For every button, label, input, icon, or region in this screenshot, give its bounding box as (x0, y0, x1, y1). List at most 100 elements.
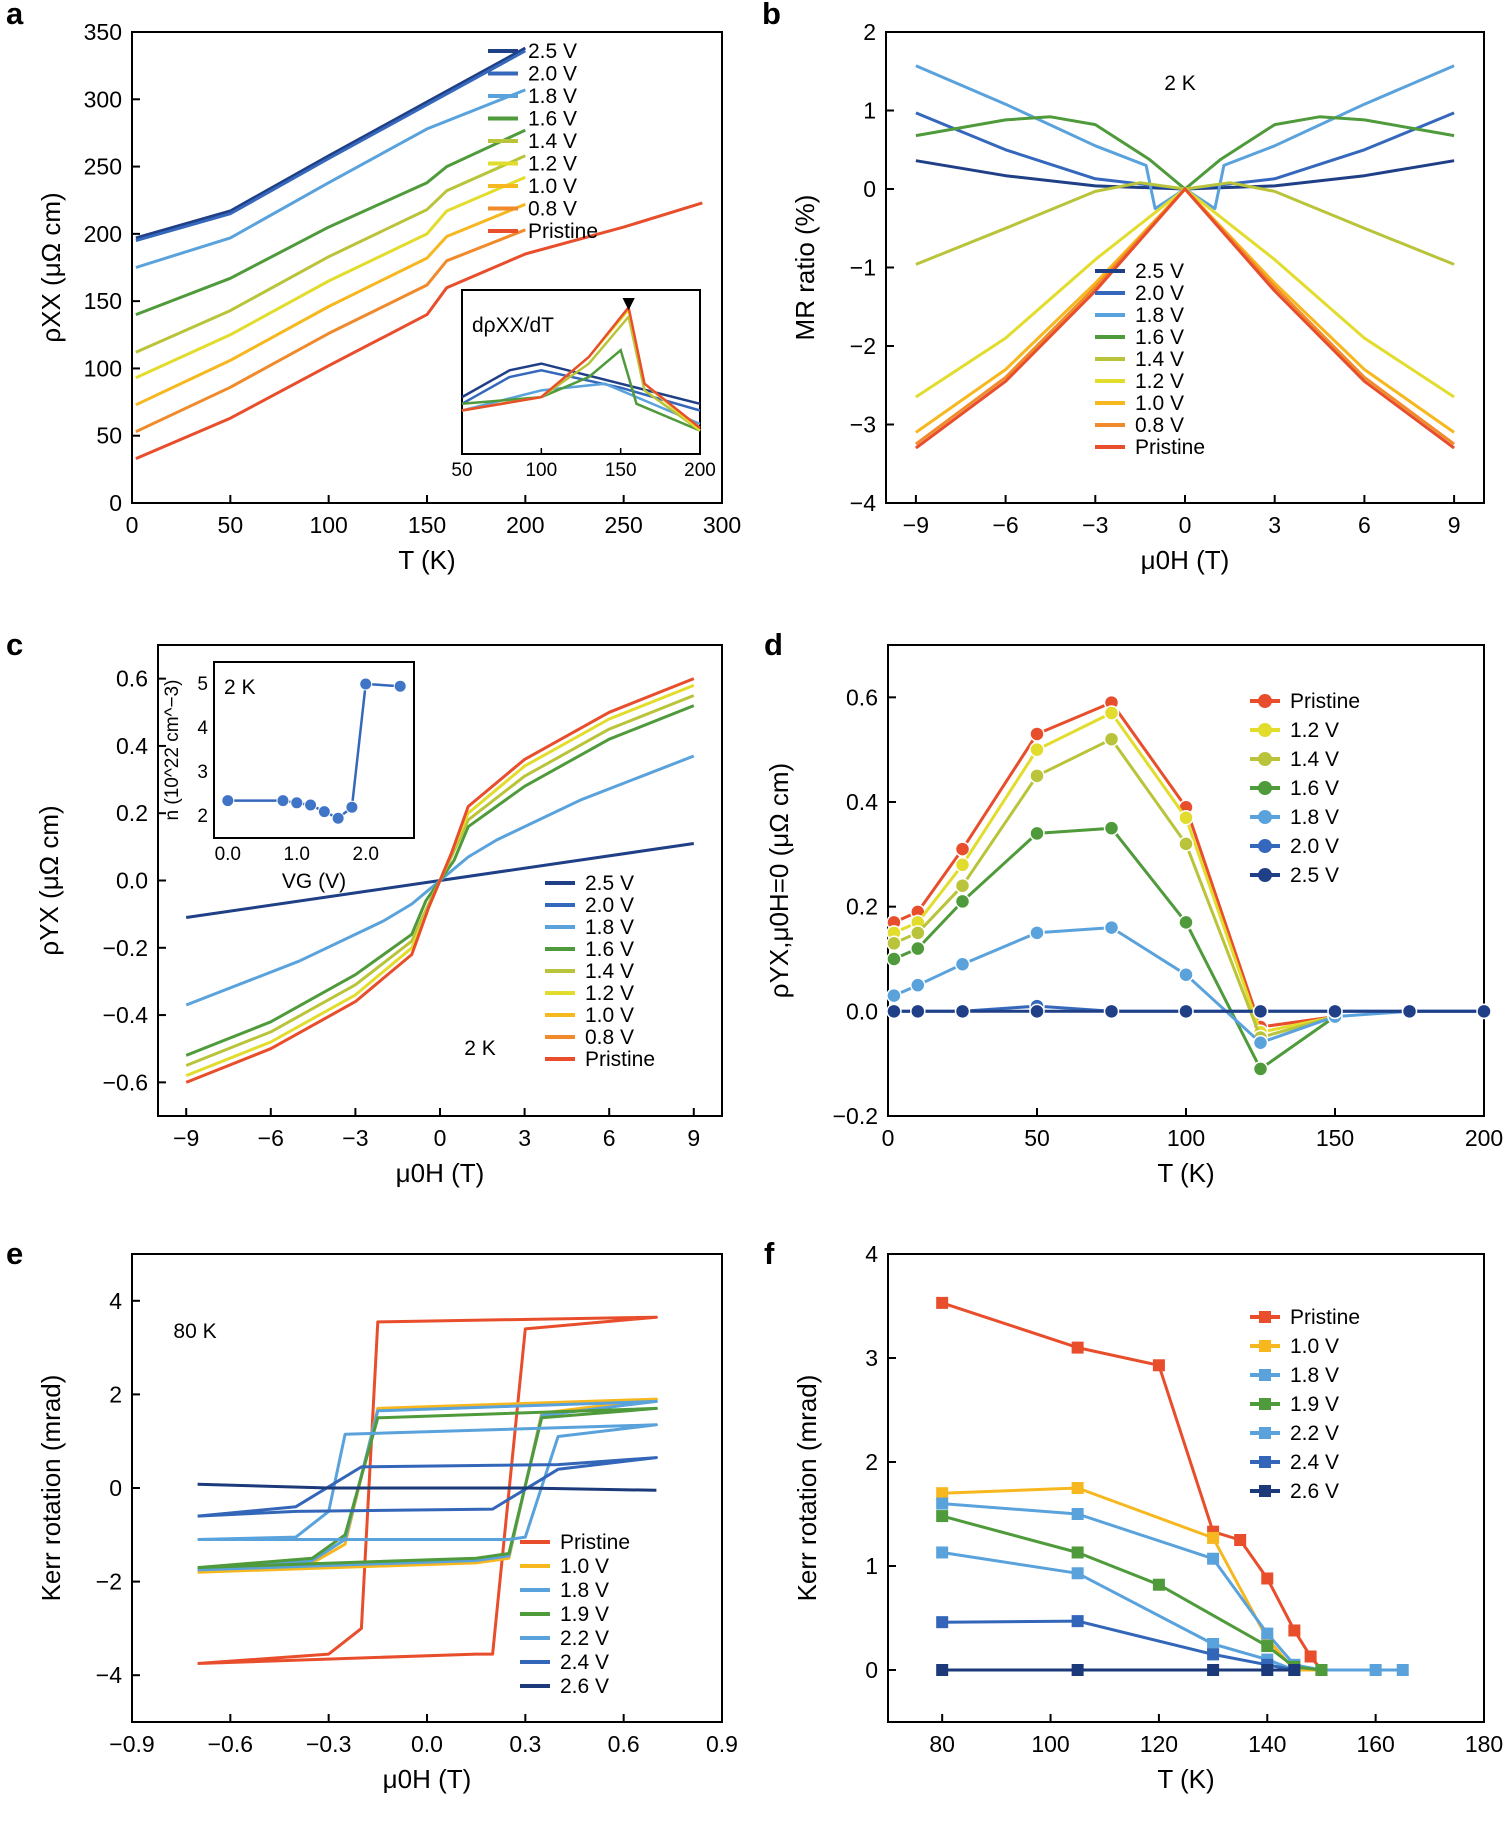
data-point (954, 1003, 971, 1020)
plot-frame (887, 1253, 1485, 1723)
x-tick-label: 0.0 (411, 1731, 443, 1757)
x-tick-label: 100 (1167, 1125, 1205, 1151)
x-tick-label: −0.6 (208, 1731, 253, 1757)
x-tick-label: −3 (1082, 512, 1108, 538)
x-tick-label: 9 (1448, 512, 1461, 538)
data-point (1252, 1061, 1269, 1077)
legend-marker (1258, 694, 1272, 708)
x-tick-label: 0 (1179, 512, 1192, 538)
y-tick-label: −0.4 (103, 1002, 149, 1028)
y-tick-label: 0.2 (116, 800, 148, 826)
x-axis-label: μ0H (T) (383, 1764, 472, 1794)
legend-label: 1.2 V (585, 982, 634, 1005)
inset-series-line (461, 369, 701, 412)
legend-label: 1.8 V (585, 916, 634, 939)
inset-x-label: VG (V) (282, 870, 346, 893)
panel-d: d 0 50 100 150 200 −0.2 0.0 0.2 0.4 0.6 T (K) ρYX,μ0… (764, 627, 1503, 1188)
x-tick-label: 160 (1356, 1731, 1394, 1757)
data-point (1071, 1546, 1084, 1559)
x-tick-label: 9 (687, 1125, 700, 1151)
legend-label: 0.8 V (585, 1026, 634, 1049)
y-tick-label: −0.2 (103, 935, 148, 961)
x-tick-label: 100 (1031, 1731, 1069, 1757)
data-point (1178, 836, 1194, 852)
inset-x-tick-label: 200 (684, 460, 716, 481)
legend-label: 2.0 V (585, 894, 634, 917)
data-point (1103, 919, 1120, 936)
y-tick-label: −3 (850, 412, 876, 438)
legend-label: Pristine (560, 1531, 630, 1554)
data-point (954, 956, 971, 972)
data-point (1178, 1003, 1194, 1020)
legend-label: 1.8 V (528, 85, 577, 108)
series-line (915, 187, 1455, 399)
y-tick-label: −4 (850, 490, 876, 516)
y-tick-label: −2 (96, 1569, 122, 1595)
plot-frame (887, 644, 1485, 1117)
legend-label: 2.2 V (1290, 1422, 1339, 1445)
panel-b: b −9 −6 −3 0 3 6 9 −4 −3 −2 −1 0 1 2 μ0H (T) MR ratio (%… (762, 0, 1485, 575)
legend-label: 2.4 V (1290, 1451, 1339, 1474)
legend-label: 1.4 V (528, 130, 577, 153)
legend-label: 1.0 V (528, 175, 577, 198)
inset-data-point (359, 677, 373, 691)
y-axis-label: ρYX (μΩ cm) (34, 805, 64, 955)
legend-label: 1.4 V (1290, 748, 1339, 771)
plot-frame (885, 31, 1485, 504)
inset-data-point (345, 800, 359, 814)
legend-marker (1259, 1456, 1271, 1468)
data-point (1071, 1615, 1084, 1628)
inset-y-label: dρXX/dT (472, 314, 554, 337)
legend-label: 1.6 V (1135, 326, 1184, 349)
data-point (1315, 1664, 1328, 1676)
data-point (910, 1003, 926, 1020)
data-point (1103, 731, 1120, 747)
panel-letter: e (6, 1236, 23, 1271)
data-point (1029, 1003, 1045, 1020)
inset-data-point (276, 794, 290, 808)
inset-x-tick-label: 2.0 (353, 844, 379, 865)
data-point (1476, 1003, 1492, 1020)
data-point (954, 841, 971, 857)
panel-letter: b (762, 0, 781, 31)
inset-data-point (317, 805, 331, 819)
legend-label: 2.6 V (1290, 1480, 1339, 1503)
data-point (1152, 1359, 1165, 1372)
legend-label: 2.0 V (1290, 835, 1339, 858)
data-point (1207, 1638, 1220, 1650)
y-tick-label: 4 (109, 1288, 122, 1314)
data-point (1207, 1552, 1220, 1565)
y-axis-label: MR ratio (%) (790, 195, 820, 341)
y-axis-label: ρXX (μΩ cm) (36, 192, 66, 342)
inset-data-point (290, 796, 304, 810)
panel-letter: f (764, 1236, 775, 1271)
series-line (135, 154, 526, 354)
series-line (197, 1423, 658, 1541)
legend-label: 2.5 V (1135, 260, 1184, 283)
data-point (1071, 1482, 1084, 1494)
legend-marker (1259, 1311, 1271, 1323)
y-tick-label: 50 (96, 423, 122, 449)
x-axis-label: μ0H (T) (1141, 545, 1230, 575)
data-point (954, 877, 971, 894)
series-line (135, 175, 526, 380)
inset-annotation: 2 K (224, 676, 256, 699)
data-point (936, 1510, 949, 1523)
data-point (1207, 1664, 1220, 1676)
series-line (197, 1397, 658, 1574)
data-point (910, 977, 926, 993)
annotation-label: 2 K (1164, 72, 1196, 95)
inset-y-tick-label: 2 (197, 806, 208, 827)
data-point (1304, 1650, 1317, 1663)
legend-label: 1.2 V (1290, 719, 1339, 742)
legend-marker (1259, 1398, 1271, 1410)
x-tick-label: 150 (408, 512, 446, 538)
data-point (1071, 1567, 1084, 1580)
data-point (1029, 768, 1045, 784)
legend-label: 1.0 V (1290, 1335, 1339, 1358)
x-tick-label: 6 (603, 1125, 616, 1151)
inset-data-point (331, 811, 345, 825)
y-tick-label: 0 (865, 1657, 878, 1683)
x-tick-label: 0.9 (706, 1731, 738, 1757)
panel-letter: c (6, 627, 23, 662)
